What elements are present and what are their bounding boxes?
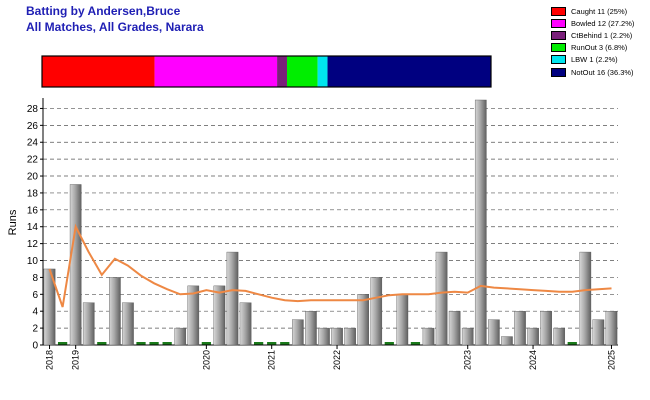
run-bar: [344, 327, 356, 346]
run-bar: [605, 311, 618, 346]
x-year-label: 2020: [201, 350, 211, 370]
run-bar: [553, 327, 566, 346]
run-bar: [448, 311, 461, 346]
y-tick-label: 0: [32, 341, 38, 352]
x-year-label: 2022: [332, 350, 342, 370]
run-bar: [122, 302, 134, 346]
legend-swatch: [551, 30, 566, 40]
run-bar: [488, 319, 500, 346]
run-bar: [213, 285, 226, 346]
run-bar: [514, 311, 526, 346]
duck-marker: [567, 342, 577, 345]
average-line: [48, 223, 612, 308]
legend-label: LBW 1 (2.2%): [571, 55, 618, 65]
run-bar: [331, 327, 343, 346]
duck-marker: [149, 342, 159, 345]
run-bar: [422, 327, 435, 346]
run-bar: [109, 277, 121, 346]
y-tick-label: 18: [27, 188, 39, 199]
y-tick-label: 8: [32, 273, 38, 284]
run-bar: [370, 277, 383, 346]
y-tick-label: 6: [32, 290, 38, 301]
run-bar: [435, 251, 448, 346]
run-bar: [174, 327, 187, 346]
run-bar: [305, 311, 317, 346]
y-tick-label: 10: [27, 256, 39, 267]
run-bar: [82, 302, 95, 346]
duck-marker: [280, 342, 290, 345]
run-bar: [592, 319, 605, 346]
legend-item: RunOut 3 (6.8%): [551, 42, 647, 54]
dismissal-segment: [327, 56, 491, 87]
run-bar: [579, 251, 592, 346]
duck-marker: [384, 342, 394, 345]
x-year-label: 2018: [45, 350, 55, 370]
dismissal-segment: [277, 56, 287, 87]
legend-label: Caught 11 (25%): [571, 6, 628, 16]
run-bar: [474, 99, 487, 346]
legend-item: CtBehind 1 (2.2%): [551, 29, 647, 41]
x-year-label: 2025: [606, 350, 616, 370]
run-bar: [187, 285, 200, 346]
x-year-label: 2021: [267, 350, 277, 370]
duck-marker: [57, 342, 68, 345]
legend-swatch: [551, 18, 566, 28]
y-tick-label: 26: [27, 121, 39, 132]
dismissal-segment: [317, 56, 328, 87]
legend-label: NotOut 16 (36.3%): [571, 67, 634, 77]
legend-swatch: [551, 67, 566, 77]
legend-item: Caught 11 (25%): [551, 5, 647, 17]
dismissal-segment: [286, 56, 318, 87]
run-bar: [527, 327, 539, 346]
x-year-label: 2019: [71, 350, 81, 370]
legend-label: Bowled 12 (27.2%): [571, 18, 635, 28]
run-bar: [540, 311, 552, 346]
legend-swatch: [551, 43, 566, 53]
run-bar: [461, 327, 474, 346]
duck-marker: [136, 342, 146, 345]
y-tick-label: 22: [27, 155, 39, 166]
run-bar: [239, 302, 252, 346]
x-year-label: 2024: [528, 350, 538, 370]
run-bar: [69, 184, 82, 346]
duck-marker: [97, 342, 107, 345]
legend-label: CtBehind 1 (2.2%): [571, 30, 633, 40]
y-tick-label: 24: [27, 138, 39, 149]
run-bar: [292, 319, 304, 346]
y-tick-label: 28: [27, 104, 39, 115]
y-tick-label: 16: [27, 205, 39, 216]
legend-label: RunOut 3 (6.8%): [571, 43, 628, 53]
y-tick-label: 20: [27, 172, 39, 183]
legend-item: NotOut 16 (36.3%): [551, 66, 647, 78]
y-axis-label: Runs: [7, 209, 19, 235]
y-tick-label: 12: [27, 239, 39, 250]
dismissal-bar-border: [41, 55, 492, 88]
duck-marker: [410, 342, 421, 345]
legend-item: LBW 1 (2.2%): [551, 54, 647, 66]
legend: Caught 11 (25%) Bowled 12 (27.2%) CtBehind…: [551, 5, 647, 78]
duck-marker: [267, 342, 277, 345]
run-bar: [396, 294, 409, 346]
y-tick-label: 2: [32, 324, 38, 335]
legend-swatch: [551, 55, 566, 65]
x-year-label: 2023: [463, 350, 473, 370]
duck-marker: [254, 342, 264, 345]
run-bar: [226, 251, 239, 346]
dismissal-segment: [154, 56, 278, 87]
legend-swatch: [551, 6, 566, 16]
chart-subtitle: All Matches, All Grades, Narara: [26, 20, 204, 34]
duck-marker: [162, 342, 172, 345]
y-tick-label: 4: [32, 307, 38, 318]
y-tick-label: 14: [27, 222, 39, 233]
legend-item: Bowled 12 (27.2%): [551, 17, 647, 29]
duck-marker: [201, 342, 211, 345]
run-bar: [501, 336, 513, 346]
chart-title: Batting by Andersen,Bruce: [26, 4, 181, 18]
run-bar: [357, 294, 369, 346]
run-bar: [318, 327, 330, 346]
dismissal-segment: [42, 56, 155, 87]
